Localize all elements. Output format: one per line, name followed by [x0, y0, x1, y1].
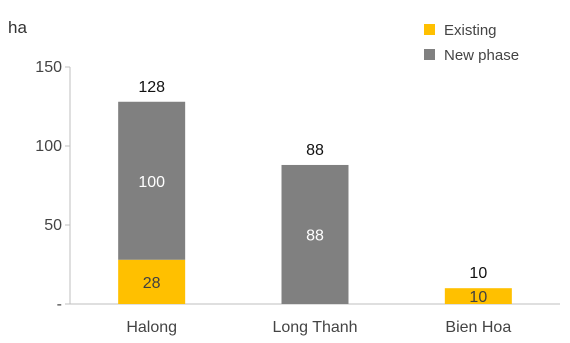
- legend-label: New phase: [444, 47, 519, 64]
- y-tick-label: 50: [44, 217, 62, 234]
- bars: [118, 101, 512, 304]
- legend-swatch: [424, 49, 435, 60]
- data-labels: 28 100 128 88 88 10 10: [138, 79, 487, 306]
- y-tick-label: -: [57, 296, 62, 313]
- legend-label: Existing: [444, 22, 497, 39]
- legend-swatch: [424, 24, 435, 35]
- bar-segment-new-phase: [281, 164, 349, 304]
- y-axis-unit-label: ha: [8, 18, 27, 37]
- legend: Existing New phase: [424, 22, 519, 64]
- segment-value-label: 28: [143, 275, 161, 292]
- bar-total-label: 10: [469, 265, 487, 282]
- segment-value-label: 100: [138, 174, 165, 191]
- bar-segment-existing: [444, 288, 512, 304]
- bar-total-label: 128: [138, 79, 165, 96]
- bar-total-label: 88: [306, 142, 324, 159]
- y-tick-label: 100: [35, 138, 62, 155]
- x-category-label: Halong: [126, 319, 177, 336]
- x-axis: Halong Long Thanh Bien Hoa: [70, 303, 560, 336]
- x-category-label: Long Thanh: [272, 319, 357, 336]
- segment-value-label: 10: [469, 289, 487, 306]
- segment-value-label: 88: [306, 227, 324, 244]
- x-category-label: Bien Hoa: [445, 319, 511, 336]
- bar-segment-existing: [118, 259, 186, 304]
- bar-segment-new-phase: [118, 101, 186, 260]
- y-tick-label: 150: [35, 59, 62, 76]
- y-axis: - 50 100 150: [35, 59, 71, 313]
